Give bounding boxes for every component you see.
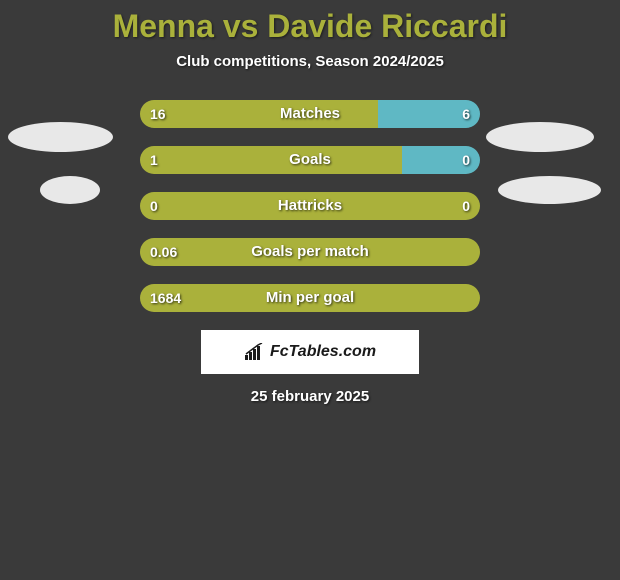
source-badge: FcTables.com (201, 330, 419, 374)
avatar-ellipse (498, 176, 601, 204)
avatar-ellipse (486, 122, 594, 152)
stat-row: 0.06Goals per match (0, 238, 620, 266)
stat-label: Hattricks (140, 192, 480, 220)
avatar-ellipse (8, 122, 113, 152)
date-text: 25 february 2025 (0, 388, 620, 405)
badge-text: FcTables.com (270, 343, 376, 361)
chart-icon (244, 343, 264, 361)
stat-row: 1684Min per goal (0, 284, 620, 312)
stat-label: Goals per match (140, 238, 480, 266)
stat-label: Goals (140, 146, 480, 174)
stat-label: Min per goal (140, 284, 480, 312)
page-title: Menna vs Davide Riccardi (0, 0, 620, 45)
avatar-ellipse (40, 176, 100, 204)
subtitle: Club competitions, Season 2024/2025 (0, 53, 620, 70)
stat-label: Matches (140, 100, 480, 128)
